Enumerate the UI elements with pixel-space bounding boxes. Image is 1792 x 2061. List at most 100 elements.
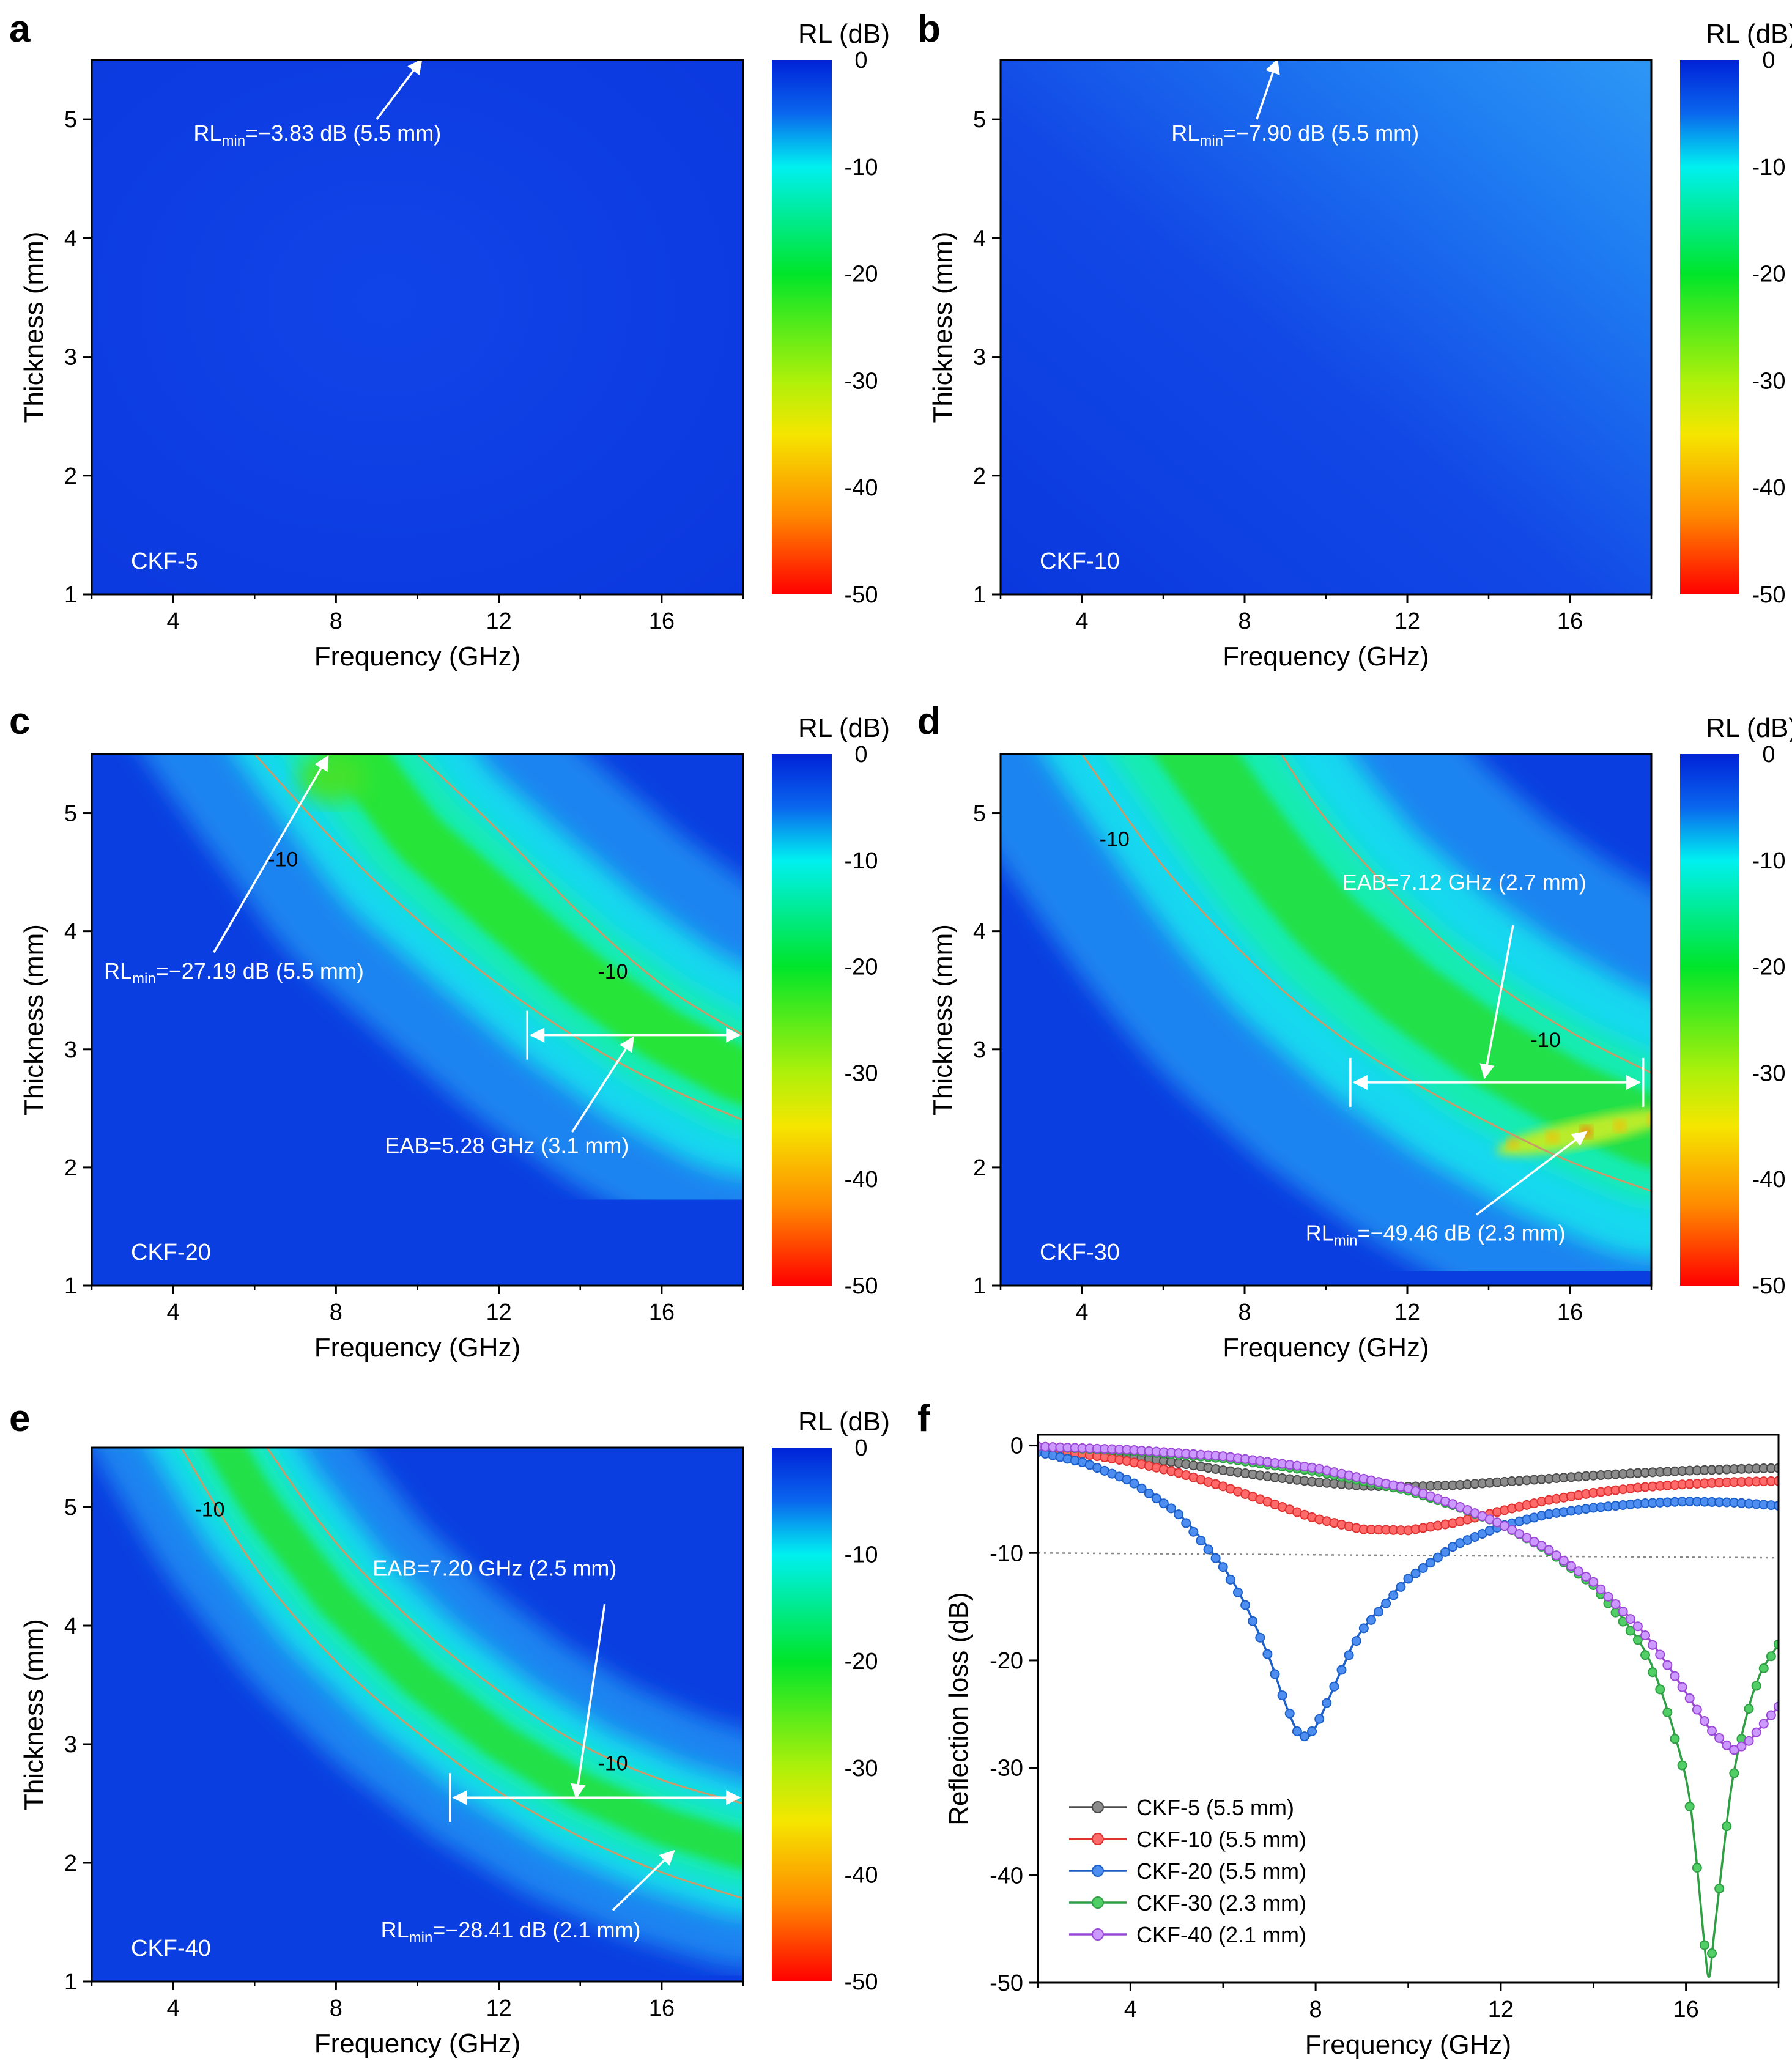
series-marker-3 (1722, 1821, 1732, 1832)
series-marker-4 (1507, 1525, 1517, 1535)
annotation-arrow-d (1475, 1131, 1588, 1216)
heatmap-band-green-d (1152, 754, 1651, 1167)
panel-letter-d: d (917, 700, 941, 742)
colorbar-title-c: RL (dB) (798, 713, 890, 743)
x-tick-label-e: 8 (330, 1996, 342, 2021)
series-marker-4 (1529, 1536, 1539, 1547)
x-tick-label-c: 12 (486, 1300, 511, 1325)
y-tick-label-f: -40 (990, 1863, 1023, 1889)
sample-label-c: CKF-20 (131, 1240, 211, 1265)
heatmap-b (1001, 60, 1651, 594)
series-marker-3 (1729, 1768, 1739, 1778)
colorbar-c (772, 754, 832, 1286)
heatmap-field-a (92, 60, 743, 594)
annotation-rlmin-b: RLmin=−7.90 dB (5.5 mm) (1171, 120, 1419, 149)
y-tick-label-f: -50 (990, 1970, 1023, 1996)
series-marker-2 (1122, 1475, 1132, 1485)
colorbar-tick-label-d: 0 (1762, 742, 1775, 768)
panel-f: CKF-5 (5.5 mm) CKF-10 (5.5 mm) CKF-20 (5.5… (917, 1397, 1780, 2060)
contour-line-e (180, 1448, 743, 1900)
y-tick-label-a: 2 (64, 464, 77, 489)
series-marker-2 (1351, 1636, 1361, 1646)
y-tick-label-e: 3 (64, 1732, 77, 1758)
x-axis-title-b: Frequency (GHz) (1223, 642, 1429, 672)
colorbar-a (772, 60, 832, 594)
annotation-arrow-e (571, 1604, 606, 1799)
series-marker-4 (1566, 1561, 1576, 1571)
annotation-rlmin-a: RLmin=−3.83 dB (5.5 mm) (193, 120, 441, 149)
sample-label-b: CKF-10 (1040, 549, 1120, 574)
series-marker-4 (1574, 1566, 1584, 1577)
colorbar-d (1680, 754, 1739, 1286)
y-tick-label-e: 1 (64, 1969, 77, 1995)
series-marker-2 (1240, 1600, 1251, 1610)
series-marker-4 (1714, 1733, 1725, 1743)
legend-label-4: CKF-40 (2.1 mm) (1136, 1922, 1306, 1947)
panel-letter-b: b (917, 8, 941, 50)
series-marker-2 (1248, 1616, 1258, 1626)
series-marker-4 (1736, 1741, 1747, 1752)
series-marker-2 (1129, 1478, 1139, 1489)
colorbar-tick-label-d: -10 (1752, 848, 1786, 874)
colorbar-title-e: RL (dB) (798, 1407, 890, 1437)
series-marker-4 (1684, 1693, 1695, 1703)
x-tick-label-a: 16 (649, 609, 675, 634)
x-tick-label-a: 8 (330, 609, 342, 634)
contour-line-c (417, 754, 743, 1036)
colorbar-title-d: RL (dB) (1706, 713, 1792, 743)
series-marker-4 (1581, 1571, 1591, 1582)
y-tick-label-f: -10 (990, 1541, 1023, 1566)
series-marker-3 (1632, 1635, 1643, 1645)
line-plot-area-f (1038, 1441, 1779, 1978)
series-marker-4 (1670, 1671, 1680, 1681)
legend-marker-2 (1092, 1865, 1104, 1877)
series-marker-4 (1648, 1640, 1658, 1650)
colorbar-tick-label-a: -30 (845, 368, 878, 394)
x-tick-label-f: 16 (1673, 1997, 1698, 2022)
series-marker-3 (1692, 1863, 1702, 1873)
series-marker-2 (1270, 1669, 1280, 1679)
colorbar-title-a: RL (dB) (798, 19, 890, 49)
x-tick-label-e: 16 (649, 1996, 675, 2021)
series-marker-2 (1136, 1483, 1147, 1493)
series-marker-2 (1381, 1598, 1391, 1608)
y-tick-label-c: 5 (64, 801, 77, 827)
contour-label-e: -10 (194, 1498, 224, 1522)
x-axis-title-c: Frequency (GHz) (314, 1333, 520, 1363)
series-marker-3 (1625, 1626, 1635, 1636)
annotation-arrow-c (213, 755, 329, 953)
series-marker-2 (1151, 1493, 1161, 1504)
annotation-eab-c: EAB=5.28 GHz (3.1 mm) (385, 1133, 629, 1158)
contour-label-e: -10 (598, 1752, 628, 1775)
x-tick-label-d: 4 (1075, 1300, 1088, 1325)
series-marker-2 (1218, 1562, 1228, 1572)
x-tick-label-c: 4 (167, 1300, 180, 1325)
series-marker-2 (1374, 1607, 1384, 1617)
colorbar-tick-label-a: 0 (854, 48, 867, 73)
colorbar-tick-label-c: 0 (854, 742, 867, 768)
series-marker-4 (1544, 1545, 1554, 1555)
colorbar-tick-label-d: -30 (1752, 1060, 1786, 1086)
series-marker-2 (1774, 1500, 1779, 1511)
series-marker-4 (1596, 1584, 1606, 1594)
series-marker-2 (1255, 1632, 1265, 1643)
panel-letter-c: c (9, 700, 30, 742)
annotation-rlmin-c: RLmin=−27.19 dB (5.5 mm) (104, 958, 364, 987)
y-tick-label-c: 1 (64, 1273, 77, 1299)
series-marker-4 (1662, 1660, 1673, 1670)
series-marker-1 (1774, 1476, 1779, 1486)
series-marker-3 (1774, 1639, 1779, 1649)
heatmap-hotspot-d (1614, 1120, 1626, 1131)
y-axis-title-c: Thickness (mm) (19, 924, 49, 1116)
y-tick-label-e: 4 (64, 1613, 77, 1639)
x-tick-label-b: 12 (1394, 609, 1420, 634)
colorbar-tick-label-e: 0 (854, 1435, 867, 1461)
y-tick-label-d: 4 (973, 919, 986, 945)
y-axis-title-f: Reflection loss (dB) (944, 1592, 974, 1825)
x-axis-title-f: Frequency (GHz) (1305, 2030, 1511, 2060)
legend-marker-1 (1092, 1833, 1104, 1845)
legend-label-0: CKF-5 (5.5 mm) (1136, 1795, 1294, 1820)
series-marker-4 (1499, 1521, 1509, 1531)
series-marker-2 (1196, 1536, 1206, 1546)
annotation-rlmin-d: RLmin=−49.46 dB (2.3 mm) (1306, 1221, 1566, 1249)
